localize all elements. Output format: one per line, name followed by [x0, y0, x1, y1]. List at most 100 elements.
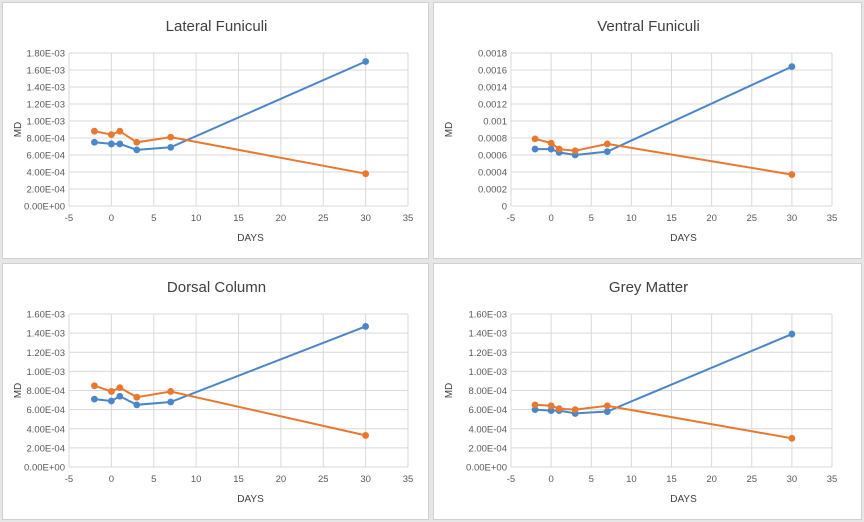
- x-tick-label: 5: [589, 474, 594, 485]
- blue-series-line: [535, 67, 792, 155]
- y-axis-label: MD: [444, 383, 455, 399]
- orange-data-point: [532, 401, 539, 408]
- y-tick-label: 0.0012: [478, 100, 507, 111]
- x-tick-label: 35: [827, 213, 838, 224]
- x-tick-label: -5: [507, 213, 515, 224]
- x-tick-label: 15: [666, 474, 677, 485]
- chart-lateral-funiculi: Lateral Funiculi -5 0 5 10 15 20 25 30 35 0.00E+00…: [3, 3, 430, 260]
- x-tick-label: 30: [360, 213, 371, 224]
- y-tick-label: 1.40E-03: [468, 329, 507, 340]
- y-tick-label: 0.00E+00: [24, 463, 65, 474]
- y-tick-label: 4.00E-04: [26, 424, 65, 435]
- blue-data-point: [108, 398, 115, 405]
- x-tick-label: 0: [548, 213, 553, 224]
- x-tick-label: 5: [151, 213, 156, 224]
- chart-panel-grey-matter: Grey Matter -5 0 5 10 15 20 25 30 35 0.00E+00 2.00E…: [433, 263, 862, 520]
- x-tick-label: 5: [589, 213, 594, 224]
- y-tick-label: 1.60E-03: [26, 310, 65, 321]
- x-tick-label: 10: [626, 474, 637, 485]
- x-axis-label: DAYS: [237, 233, 264, 244]
- orange-data-point: [362, 432, 369, 439]
- x-tick-label: 15: [233, 474, 244, 485]
- chart-panel-lateral-funiculi: Lateral Funiculi -5 0 5 10 15 20 25 30 35 0.00E+00…: [2, 2, 429, 259]
- x-tick-label: 10: [191, 474, 202, 485]
- orange-data-point: [788, 435, 795, 442]
- blue-data-point: [133, 147, 140, 154]
- x-tick-label: 20: [706, 474, 717, 485]
- blue-data-point: [362, 58, 369, 65]
- blue-data-point: [91, 139, 98, 146]
- y-tick-label: 8.00E-04: [468, 386, 507, 397]
- y-tick-label: 1.00E-03: [468, 367, 507, 378]
- orange-data-point: [116, 128, 123, 135]
- blue-data-point: [604, 148, 611, 155]
- x-axis-label: DAYS: [670, 233, 697, 244]
- x-tick-label: 25: [746, 474, 757, 485]
- blue-data-point: [116, 393, 123, 400]
- x-tick-label: -5: [65, 474, 73, 485]
- blue-data-point: [788, 331, 795, 338]
- orange-data-point: [572, 147, 579, 154]
- y-tick-label: 4.00E-04: [26, 168, 65, 179]
- orange-data-point: [556, 146, 563, 153]
- y-tick-label: 1.00E-03: [26, 367, 65, 378]
- orange-data-point: [91, 382, 98, 389]
- orange-data-point: [532, 135, 539, 142]
- blue-data-point: [788, 63, 795, 70]
- orange-series-line: [94, 386, 365, 436]
- x-tick-label: 10: [191, 213, 202, 224]
- orange-data-point: [556, 405, 563, 412]
- chart-grid: Lateral Funiculi -5 0 5 10 15 20 25 30 35 0.00E+00…: [0, 0, 864, 522]
- blue-data-point: [91, 396, 98, 403]
- y-tick-label: 1.40E-03: [26, 83, 65, 94]
- y-tick-label: 0: [502, 202, 507, 213]
- blue-series-line: [94, 62, 365, 150]
- chart-title: Dorsal Column: [167, 279, 266, 296]
- y-tick-label: 1.60E-03: [26, 66, 65, 77]
- orange-data-point: [548, 402, 555, 409]
- y-tick-label: 1.60E-03: [468, 310, 507, 321]
- orange-data-point: [133, 394, 140, 401]
- x-tick-label: 30: [787, 213, 798, 224]
- x-tick-label: 0: [109, 213, 114, 224]
- orange-data-point: [167, 388, 174, 395]
- x-tick-label: 30: [360, 474, 371, 485]
- y-tick-label: 2.00E-04: [26, 185, 65, 196]
- y-tick-label: 2.00E-04: [26, 443, 65, 454]
- y-tick-label: 4.00E-04: [468, 424, 507, 435]
- x-tick-label: 10: [626, 213, 637, 224]
- x-tick-label: 15: [233, 213, 244, 224]
- chart-title: Ventral Funiculi: [597, 18, 700, 35]
- blue-data-point: [116, 141, 123, 148]
- y-axis-label: MD: [444, 122, 455, 138]
- x-tick-label: 15: [666, 213, 677, 224]
- orange-data-point: [788, 171, 795, 178]
- chart-dorsal-column: Dorsal Column-5 0 5 10 15 20 25 30 350.00E+002.0…: [3, 264, 430, 521]
- y-tick-label: 0.0006: [478, 151, 507, 162]
- orange-data-point: [604, 402, 611, 409]
- orange-data-point: [91, 128, 98, 135]
- blue-data-point: [362, 323, 369, 330]
- x-tick-label: 25: [746, 213, 757, 224]
- x-tick-label: 25: [318, 213, 329, 224]
- y-tick-label: 0.00E+00: [466, 463, 507, 474]
- blue-data-point: [167, 399, 174, 406]
- x-tick-label: -5: [65, 213, 73, 224]
- orange-data-point: [108, 388, 115, 395]
- y-tick-label: 0.0004: [478, 168, 507, 179]
- y-tick-label: 0.001: [483, 117, 507, 128]
- x-tick-label: 25: [318, 474, 329, 485]
- x-tick-label: 30: [787, 474, 798, 485]
- orange-data-point: [108, 131, 115, 138]
- y-tick-label: 0.0008: [478, 134, 507, 145]
- y-tick-label: 1.80E-03: [26, 49, 65, 60]
- blue-series-line: [535, 334, 792, 413]
- x-tick-label: 20: [276, 474, 287, 485]
- blue-data-point: [108, 141, 115, 148]
- y-tick-label: 1.40E-03: [26, 329, 65, 340]
- chart-panel-dorsal-column: Dorsal Column -5 0 5 10 15 20 25 30 35 0.00E+00 2.0…: [2, 263, 429, 520]
- x-tick-label: 35: [403, 213, 414, 224]
- orange-data-point: [548, 140, 555, 147]
- y-tick-label: 6.00E-04: [26, 405, 65, 416]
- y-tick-label: 0.0018: [478, 49, 507, 60]
